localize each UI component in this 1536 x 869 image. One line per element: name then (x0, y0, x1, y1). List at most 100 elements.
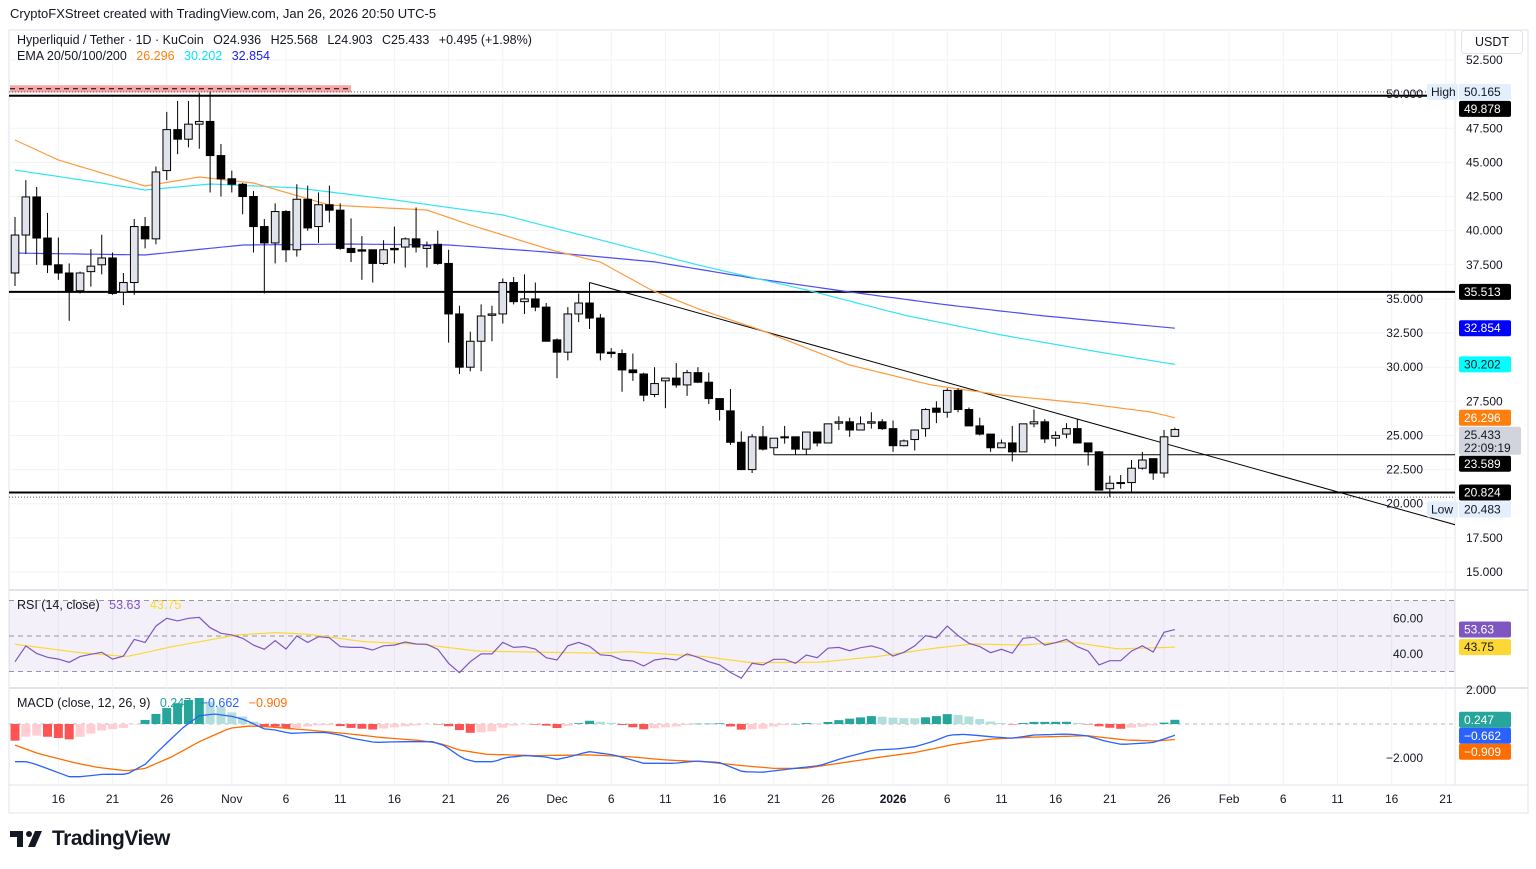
candle[interactable] (780, 425, 789, 444)
macd-pane[interactable] (9, 697, 1455, 778)
candle[interactable] (184, 100, 193, 148)
candle[interactable] (390, 226, 399, 264)
candle[interactable] (888, 420, 898, 452)
descending-trendline[interactable] (589, 282, 1456, 526)
candle[interactable] (541, 303, 551, 342)
candle[interactable] (379, 240, 388, 265)
candle[interactable] (520, 274, 529, 314)
time-axis[interactable]: 16 21 26 Nov 6 11 16 21 26 Dec 6 11 16 21 26 2026 6 11 16 2… (52, 792, 1453, 806)
candle[interactable] (856, 416, 865, 431)
candle[interactable] (812, 431, 822, 447)
candle[interactable] (671, 363, 681, 388)
rsi-pane[interactable] (9, 600, 1455, 679)
ema-legend-label[interactable]: EMA 20/50/100/200 (17, 49, 127, 63)
candle[interactable] (1073, 419, 1082, 444)
candle[interactable] (1138, 451, 1147, 470)
candle[interactable] (1062, 423, 1071, 439)
candle[interactable] (552, 338, 562, 379)
candle[interactable] (563, 307, 573, 361)
candle[interactable] (10, 217, 20, 286)
candle[interactable] (1127, 460, 1136, 492)
candle[interactable] (531, 282, 540, 312)
candle[interactable] (628, 353, 638, 381)
candle[interactable] (975, 417, 985, 436)
candle[interactable] (21, 180, 31, 254)
tradingview-logo[interactable]: TradingView (10, 827, 170, 851)
candle[interactable] (162, 111, 172, 181)
candle[interactable] (747, 434, 757, 474)
candle[interactable] (238, 182, 247, 215)
candle[interactable] (1083, 442, 1093, 466)
macd-title[interactable]: MACD (close, 12, 26, 9) (17, 696, 151, 710)
candle[interactable] (1148, 458, 1158, 480)
candle[interactable] (726, 389, 735, 446)
candle[interactable] (791, 436, 800, 455)
candle[interactable] (357, 236, 367, 280)
candle[interactable] (444, 249, 453, 343)
candle[interactable] (465, 331, 475, 372)
candle[interactable] (216, 143, 226, 197)
candle[interactable] (32, 186, 41, 265)
candle[interactable] (119, 272, 128, 306)
candle[interactable] (1018, 423, 1028, 453)
candle[interactable] (910, 429, 920, 451)
candle[interactable] (942, 388, 952, 418)
candle[interactable] (650, 367, 659, 398)
price-axis[interactable]: 50.165 High 49.878 35.513 32.854 30.202 26.296… (1386, 53, 1521, 765)
candle[interactable] (346, 218, 356, 263)
candle[interactable] (1051, 431, 1060, 447)
candle[interactable] (921, 408, 930, 437)
candle[interactable] (758, 425, 768, 451)
candle[interactable] (845, 417, 854, 437)
candle[interactable] (639, 372, 649, 402)
candle[interactable] (75, 271, 85, 294)
candle[interactable] (899, 439, 909, 447)
candle[interactable] (1105, 475, 1115, 498)
candle[interactable] (129, 219, 139, 295)
candle[interactable] (693, 367, 703, 383)
candle[interactable] (736, 431, 746, 471)
candle[interactable] (964, 407, 974, 427)
candle[interactable] (823, 423, 833, 444)
candle[interactable] (476, 304, 486, 372)
candle[interactable] (596, 313, 605, 361)
candle[interactable] (834, 416, 844, 430)
candle[interactable] (704, 372, 714, 405)
candle[interactable] (867, 412, 876, 429)
candle[interactable] (108, 252, 117, 295)
candle[interactable] (617, 349, 627, 392)
symbol-name[interactable]: Hyperliquid / Tether · 1D · KuCoin (17, 33, 204, 47)
candle[interactable] (986, 433, 995, 452)
candle[interactable] (1170, 427, 1180, 437)
candle[interactable] (509, 277, 518, 305)
candle[interactable] (661, 377, 670, 409)
candle[interactable] (335, 203, 345, 250)
candle[interactable] (498, 278, 508, 324)
candle[interactable] (585, 282, 594, 329)
candle[interactable] (487, 305, 497, 342)
candle[interactable] (715, 398, 724, 421)
candle[interactable] (281, 210, 291, 263)
candle[interactable] (43, 212, 52, 273)
candle[interactable] (606, 348, 616, 358)
candle[interactable] (54, 237, 63, 280)
candle[interactable] (1116, 475, 1125, 489)
candle[interactable] (260, 219, 269, 294)
candle[interactable] (86, 249, 96, 287)
candle[interactable] (205, 91, 215, 193)
candle[interactable] (877, 419, 887, 430)
candle[interactable] (303, 185, 312, 231)
candle[interactable] (270, 203, 280, 264)
candle[interactable] (140, 217, 150, 249)
candle[interactable] (368, 249, 378, 283)
candle[interactable] (97, 234, 107, 275)
candle[interactable] (422, 241, 432, 268)
price-pane[interactable] (9, 85, 1456, 526)
currency-button[interactable]: USDT (1461, 30, 1523, 54)
candle[interactable] (411, 207, 421, 253)
candle[interactable] (314, 192, 323, 243)
rsi-title[interactable]: RSI (14, close) (17, 598, 100, 612)
candle[interactable] (1007, 425, 1017, 462)
candle[interactable] (292, 184, 302, 257)
